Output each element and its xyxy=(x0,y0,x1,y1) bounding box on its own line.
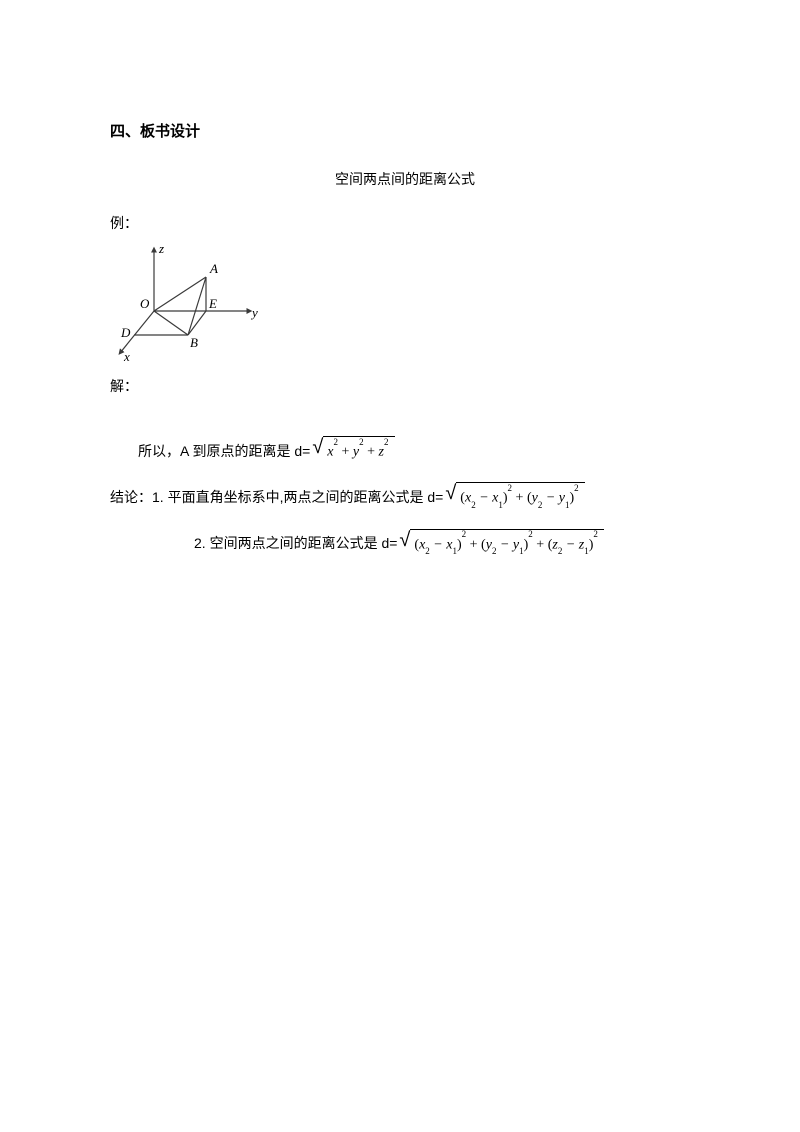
sqrt-3: √ (x2 − x1)2 + (y2 − y1)2 + (z2 − z1)2 xyxy=(399,529,603,559)
point-B: B xyxy=(190,335,198,350)
formula-line-3: 2. 空间两点之间的距离公式是 d= √ (x2 − x1)2 + (y2 − … xyxy=(194,529,700,559)
radical-icon: √ xyxy=(445,483,456,513)
formula-3-prefix: 2. 空间两点之间的距离公式是 d= xyxy=(194,530,397,557)
sqrt-2: √ (x2 − x1)2 + (y2 − y1)2 xyxy=(445,482,584,512)
radicand-2: (x2 − x1)2 + (y2 − y1)2 xyxy=(456,482,584,512)
formula-line-1: 所以，A 到原点的距离是 d= √ x2 + y2 + z2 xyxy=(138,436,700,466)
formula-2-prefix: 结论：1. 平面直角坐标系中,两点之间的距离公式是 d= xyxy=(110,484,443,511)
point-A: A xyxy=(209,261,218,276)
centered-title: 空间两点间的距离公式 xyxy=(110,169,700,189)
sqrt-1: √ x2 + y2 + z2 xyxy=(312,436,394,466)
radical-icon: √ xyxy=(399,530,410,560)
example-label: 例： xyxy=(110,213,700,233)
formula-line-2: 结论：1. 平面直角坐标系中,两点之间的距离公式是 d= √ (x2 − x1)… xyxy=(110,482,700,512)
section-heading: 四、板书设计 xyxy=(110,120,700,141)
diagram-svg: z y x O A B D E xyxy=(110,243,260,363)
axis-z-label: z xyxy=(158,243,164,256)
document-page: 四、板书设计 空间两点间的距离公式 例： xyxy=(0,0,800,615)
radicand-3: (x2 − x1)2 + (y2 − y1)2 + (z2 − z1)2 xyxy=(410,529,603,559)
point-D: D xyxy=(120,325,131,340)
solution-label: 解： xyxy=(110,376,700,396)
point-E: E xyxy=(208,296,217,311)
point-O: O xyxy=(140,296,150,311)
axis-y-label: y xyxy=(250,305,258,320)
axis-x-label: x xyxy=(123,349,130,363)
radical-icon: √ xyxy=(312,437,323,467)
radicand-1: x2 + y2 + z2 xyxy=(323,436,394,466)
formula-1-prefix: 所以，A 到原点的距离是 d= xyxy=(138,438,310,465)
coordinate-diagram: z y x O A B D E xyxy=(110,243,700,368)
